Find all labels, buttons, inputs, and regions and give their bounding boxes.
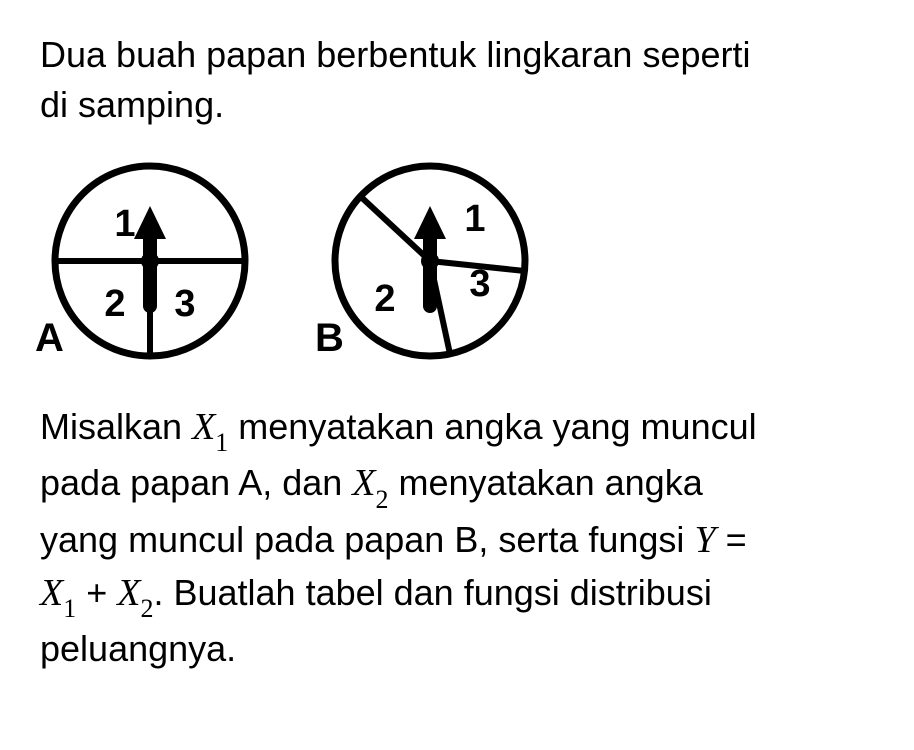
spinner-b-label: B [315, 316, 344, 361]
intro-text: Dua buah papan berbentuk lingkaran seper… [40, 30, 874, 131]
q-line-4: X1 + X2. Buatlah tabel dan fungsi distri… [40, 567, 874, 624]
q-line2a: pada papan A, dan [40, 462, 352, 503]
q-line-5: peluangnya. [40, 624, 874, 674]
q-x1b-sub: 1 [63, 594, 76, 623]
spinners-row: 1 2 3 A 1 2 3 B [40, 151, 874, 381]
spinner-a: 1 2 3 A [40, 151, 260, 381]
q-line2b: menyatakan angka [389, 462, 703, 503]
spinner-b-num-2: 2 [374, 278, 395, 320]
intro-line-2: di samping. [40, 80, 874, 130]
q-x1-var: X [192, 406, 215, 448]
spinner-a-arrow-pivot [141, 252, 159, 270]
q-line3a: yang muncul pada papan B, serta fungsi [40, 519, 694, 560]
q-line4b: . Buatlah tabel dan fungsi distribusi [153, 572, 711, 613]
q-line-3: yang muncul pada papan B, serta fungsi Y… [40, 514, 874, 567]
q-pre1: Misalkan [40, 406, 192, 447]
spinner-b: 1 2 3 B [320, 151, 540, 381]
q-post1: menyatakan angka yang muncul [228, 406, 756, 447]
q-x1b-var: X [40, 572, 63, 614]
q-line-1: Misalkan X1 menyatakan angka yang muncul [40, 401, 874, 458]
intro-line-1: Dua buah papan berbentuk lingkaran seper… [40, 30, 874, 80]
q-plus: + [76, 572, 117, 613]
spinner-b-num-3: 3 [469, 263, 490, 305]
q-x1-sub: 1 [215, 428, 228, 457]
spinner-a-label: A [35, 316, 64, 361]
spinner-b-svg: 1 2 3 [320, 151, 540, 381]
spinner-a-num-3: 3 [174, 283, 195, 325]
q-line-2: pada papan A, dan X2 menyatakan angka [40, 457, 874, 514]
spinner-b-arrow-pivot [421, 252, 439, 270]
q-y-var: Y [694, 519, 715, 561]
spinner-a-num-2: 2 [104, 283, 125, 325]
spinner-b-num-1: 1 [464, 198, 485, 240]
spinner-a-svg: 1 2 3 [40, 151, 260, 381]
q-x2-sub: 2 [376, 485, 389, 514]
q-x2b-var: X [117, 572, 140, 614]
question-text: Misalkan X1 menyatakan angka yang muncul… [40, 401, 874, 674]
spinner-a-num-1: 1 [114, 203, 135, 245]
q-eq-sign: = [716, 519, 747, 560]
q-x2b-sub: 2 [140, 594, 153, 623]
q-x2-var: X [352, 462, 375, 504]
